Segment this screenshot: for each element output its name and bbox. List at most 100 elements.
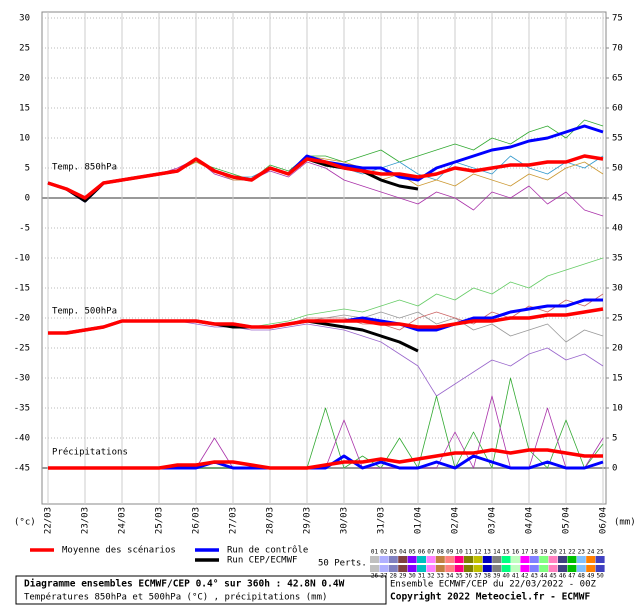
y-tick-label: -5 [19,224,30,234]
x-tick-label: 25/03 [155,507,165,534]
x-tick-label: 24/03 [118,507,128,534]
footer-title: Diagramme ensembles ECMWF/CEP 0.4° sur 3… [24,579,345,590]
member-swatch [586,565,596,572]
member-swatch [501,565,511,572]
member-swatch [482,556,492,563]
y-tick-label: -45 [14,464,30,474]
member-label: 05 [408,549,416,556]
y2-tick-label: 70 [612,44,623,54]
member-swatch [548,565,558,572]
member-label: 31 [418,573,426,580]
member-swatch [379,556,389,563]
y-tick-label: 30 [19,14,30,24]
member-swatch [435,565,445,572]
x-tick-label: 26/03 [192,507,202,534]
y-tick-label: 10 [19,134,30,144]
member-swatch [407,556,417,563]
member-label: 07 [427,549,435,556]
y2-tick-label: 65 [612,74,623,84]
member-swatch [567,556,577,563]
member-swatch [548,556,558,563]
member-swatch [586,556,596,563]
member-swatch [473,556,483,563]
member-label: 21 [559,549,567,556]
x-tick-label: 23/03 [81,507,91,534]
x-tick-label: 29/03 [303,507,313,534]
footer-subtitle: Températures 850hPa et 500hPa (°C) , pré… [24,592,327,603]
y-tick-label: -40 [14,434,30,444]
member-label: 14 [493,549,501,556]
y-tick-label: -20 [14,314,30,324]
y2-tick-label: 45 [612,194,623,204]
main-line [48,448,603,470]
member-label: 30 [408,573,416,580]
member-swatch [482,565,492,572]
member-swatch [454,565,464,572]
x-tick-label: 04/04 [525,507,535,534]
member-swatch [388,556,398,563]
member-label: 33 [437,573,445,580]
member-label: 34 [446,573,454,580]
perts-label: 50 Perts. [318,559,367,569]
member-label: 43 [531,573,539,580]
y-tick-label: -10 [14,254,30,264]
member-swatch [576,565,586,572]
member-label: 29 [399,573,407,580]
y-tick-label: 20 [19,74,30,84]
footer-run: Ensemble ECMWF/CEP du 22/03/2022 - 00Z [390,580,596,590]
x-tick-label: 27/03 [229,507,239,534]
member-label: 15 [502,549,510,556]
member-label: 22 [568,549,576,556]
y-tick-label: -35 [14,404,30,414]
member-swatch [435,556,445,563]
y-tick-label: -15 [14,284,30,294]
legend-label: Run de contrôle [227,545,308,556]
member-swatch [417,556,426,563]
y2-tick-label: 60 [612,104,623,114]
member-label: 24 [587,549,595,556]
panel-label: Précipitations [52,447,128,458]
y-tick-label: -25 [14,344,30,354]
member-swatch [398,565,408,572]
member-label: 32 [427,573,435,580]
member-swatch [501,556,511,563]
y2-tick-label: 10 [612,404,623,414]
member-swatch [539,565,549,572]
member-swatch [426,556,436,563]
member-label: 44 [540,573,548,580]
member-swatch [558,565,567,572]
x-tick-label: 22/03 [44,507,54,534]
member-label: 38 [484,573,492,580]
member-swatch [426,565,436,572]
member-label: 16 [512,549,520,556]
member-label: 10 [455,549,463,556]
x-tick-label: 30/03 [340,507,350,534]
member-swatch [417,565,426,572]
member-label: 02 [380,549,388,556]
y2-tick-label: 5 [612,434,617,444]
y2-tick-label: 30 [612,284,623,294]
footer-box [15,575,387,605]
member-label: 09 [446,549,454,556]
member-swatch [454,556,464,563]
member-label: 40 [502,573,510,580]
legend-label: Moyenne des scénarios [62,545,176,556]
member-swatch [595,556,605,563]
y-tick-label: 15 [19,104,30,114]
member-swatch [558,556,567,563]
y2-tick-label: 25 [612,314,623,324]
member-swatch [407,565,417,572]
y2-tick-label: 55 [612,134,623,144]
x-tick-label: 02/04 [451,507,461,534]
y-tick-label: -30 [14,374,30,384]
footer-copyright: Copyright 2022 Meteociel.fr - ECMWF [390,592,590,603]
member-swatch [595,565,605,572]
y2-tick-label: 35 [612,254,623,264]
panel-label: Temp. 500hPa [52,307,117,317]
member-swatch [370,556,379,563]
member-label: 47 [568,573,576,580]
member-label: 48 [578,573,586,580]
member-swatch [520,556,530,563]
member-swatch [520,565,530,572]
